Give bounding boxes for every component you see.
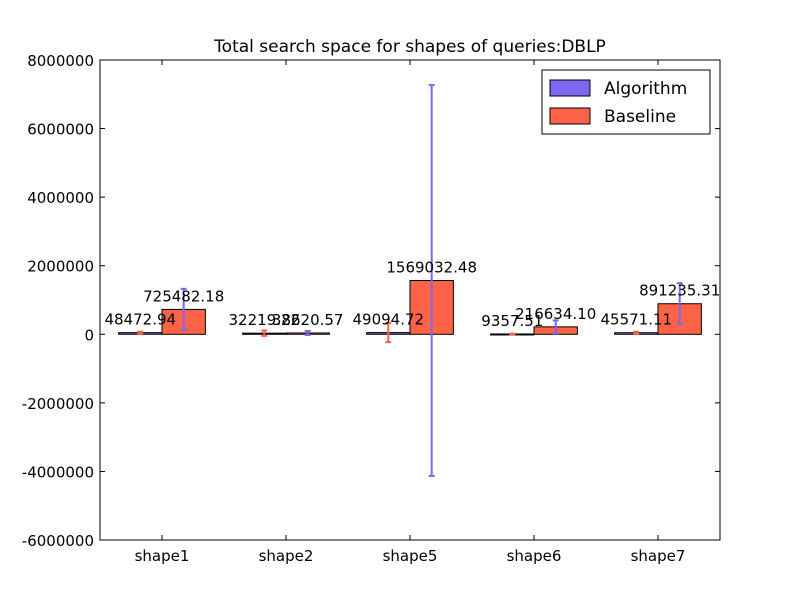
data-labels-layer: 48472.94 32219.22 49094.72 9357.51 45571.11 7… — [105, 258, 721, 329]
data-label-baseline-shape1: 725482.18 — [143, 287, 224, 305]
x-tick-label: shape5 — [383, 547, 438, 565]
y-tick-label: 4000000 — [27, 189, 94, 207]
error-bar-baseline-shape2 — [304, 329, 311, 337]
legend-label-algorithm: Algorithm — [604, 79, 687, 99]
data-label-baseline-shape5: 1569032.48 — [386, 258, 477, 276]
data-label-baseline-shape7: 891235.31 — [639, 282, 720, 300]
data-label-baseline-shape2: 38620.57 — [272, 311, 344, 329]
y-tick-label: 6000000 — [27, 121, 94, 139]
error-bar-algorithm-shape6 — [509, 332, 516, 336]
x-tick-label: shape1 — [135, 547, 190, 565]
data-label-algorithm-shape7: 45571.11 — [601, 311, 673, 329]
y-tick-label: -4000000 — [22, 463, 94, 481]
data-label-algorithm-shape5: 49094.72 — [353, 311, 425, 329]
y-tick-label: 2000000 — [27, 258, 94, 276]
data-label-algorithm-shape6: 9357.51 — [481, 312, 543, 330]
data-label-algorithm-shape2: 32219.22 — [229, 311, 301, 329]
legend-swatch-algorithm — [549, 79, 591, 97]
axes-layer: -6000000 -4000000 -2000000 0 2000000 4000000 6… — [22, 52, 721, 565]
error-bar-algorithm-shape7 — [633, 330, 640, 335]
y-tick-label: -6000000 — [22, 532, 94, 550]
x-tick-label: shape2 — [259, 547, 314, 565]
x-tick-label: shape6 — [507, 547, 562, 565]
data-label-baseline-shape6: 216634.10 — [515, 305, 596, 323]
legend-label-baseline: Baseline — [604, 107, 676, 127]
y-tick-label: 8000000 — [27, 52, 94, 70]
legend: Algorithm Baseline — [541, 69, 711, 135]
error-bar-baseline-shape1 — [180, 287, 187, 331]
error-bars-layer — [137, 84, 683, 477]
error-bar-baseline-shape5 — [428, 84, 435, 477]
data-label-algorithm-shape1: 48472.94 — [105, 311, 177, 329]
y-tick-label: -2000000 — [22, 395, 94, 413]
x-tick-label: shape7 — [631, 547, 686, 565]
error-bar-baseline-shape7 — [676, 282, 683, 326]
chart-title: Total search space for shapes of queries… — [213, 37, 606, 57]
error-bar-algorithm-shape1 — [137, 330, 144, 335]
error-bar-baseline-shape6 — [552, 319, 559, 335]
y-tick-label: 0 — [84, 326, 94, 344]
error-bar-algorithm-shape5 — [385, 322, 392, 344]
legend-swatch-baseline — [549, 107, 591, 125]
error-bar-algorithm-shape2 — [261, 329, 268, 337]
